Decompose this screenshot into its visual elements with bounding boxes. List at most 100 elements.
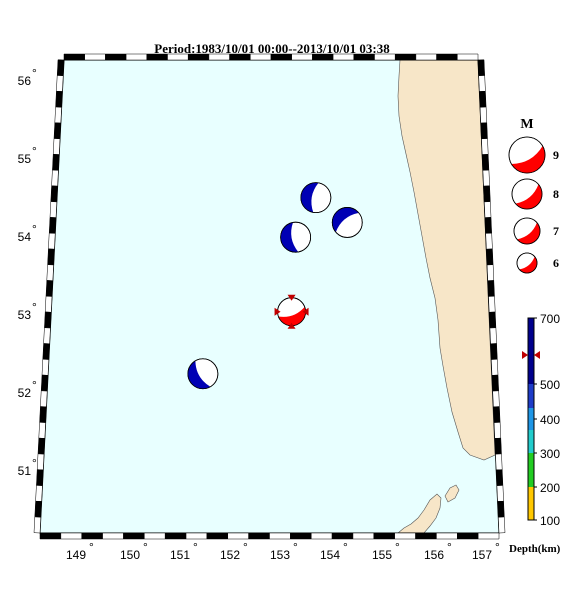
- frame-segment: [52, 154, 60, 171]
- lat-label-54: 54: [18, 230, 32, 244]
- kamchatka-landmass: [397, 59, 496, 461]
- frame-segment: [436, 532, 458, 540]
- frame-segment: [373, 532, 395, 540]
- frame-segment: [39, 532, 62, 540]
- lon-label-149: 149: [66, 548, 86, 562]
- lon-label-151: 151: [170, 548, 190, 562]
- frame-segment: [60, 532, 82, 540]
- frame-segment: [332, 53, 355, 61]
- frame-segment: [185, 532, 208, 540]
- degree-mark: °: [32, 300, 37, 314]
- magnitude-legend-header: M: [520, 117, 533, 132]
- frame-segment: [486, 264, 495, 281]
- frame-segment: [51, 169, 59, 187]
- lat-label-55: 55: [18, 152, 32, 166]
- frame-segment: [208, 53, 230, 61]
- lon-label-152: 152: [220, 548, 240, 562]
- earthquake-events: [187, 182, 363, 390]
- frame-segment: [37, 437, 46, 455]
- frame-segment: [41, 359, 50, 376]
- map-frame-right: [477, 59, 506, 534]
- frame-segment: [495, 453, 503, 471]
- frame-segment: [477, 59, 485, 77]
- lat-label-52: 52: [18, 386, 32, 400]
- frame-segment: [48, 217, 57, 234]
- main-event-beachball: [277, 297, 306, 327]
- frame-segment: [497, 500, 505, 518]
- frame-segment: [491, 359, 499, 376]
- frame-segment: [84, 53, 106, 61]
- frame-segment: [38, 422, 46, 439]
- frame-segment: [482, 169, 490, 187]
- frame-segment: [164, 532, 187, 540]
- colorbar-depth-marker-left: [522, 351, 528, 359]
- colorbar-label-700: 700: [540, 312, 560, 326]
- deep-event-beachball: [331, 207, 363, 238]
- frame-segment: [45, 280, 54, 297]
- frame-segment: [496, 485, 504, 502]
- frame-segment: [144, 532, 166, 540]
- degree-mark: °: [32, 66, 37, 80]
- colorbar-label-200: 200: [540, 481, 560, 495]
- frame-segment: [187, 53, 210, 61]
- lon-label-157: 157: [472, 548, 492, 562]
- frame-segment: [498, 516, 506, 534]
- frame-segment: [40, 374, 49, 392]
- frame-segment: [146, 53, 168, 61]
- lon-label-150: 150: [120, 548, 140, 562]
- frame-segment: [55, 90, 63, 108]
- degree-mark: °: [243, 540, 248, 554]
- latitude-labels: 56 55 54 53 52 51 ° ° ° ° ° °: [18, 66, 37, 478]
- frame-segment: [353, 53, 375, 61]
- frame-segment: [42, 343, 50, 360]
- map-frame-top: [63, 53, 479, 61]
- lat-label-51: 51: [18, 464, 32, 478]
- degree-mark: °: [343, 540, 348, 554]
- frame-segment: [478, 75, 486, 92]
- degree-mark: °: [143, 540, 148, 554]
- degree-mark: °: [447, 540, 452, 554]
- frame-segment: [495, 469, 504, 486]
- frame-segment: [250, 53, 272, 61]
- frame-segment: [269, 532, 291, 540]
- frame-segment: [36, 453, 45, 471]
- frame-segment: [33, 516, 42, 534]
- lon-label-155: 155: [372, 548, 392, 562]
- frame-segment: [56, 75, 64, 92]
- deep-event-beachball: [187, 358, 219, 390]
- frame-segment: [493, 422, 502, 439]
- colorbar-segment-yellow: [528, 487, 534, 520]
- degree-mark: °: [293, 540, 298, 554]
- frame-segment: [457, 532, 479, 540]
- degree-mark: °: [193, 540, 198, 554]
- frame-segment: [394, 53, 417, 61]
- frame-segment: [290, 532, 312, 540]
- frame-segment: [48, 232, 56, 250]
- map-frame-left: [33, 59, 65, 534]
- frame-segment: [479, 91, 487, 108]
- degree-mark: °: [32, 456, 37, 470]
- ocean-area: [40, 60, 499, 533]
- frame-segment: [36, 469, 44, 486]
- longitude-labels: 149 150 151 152 153 154 155 156 157 ° ° …: [66, 540, 500, 562]
- map-title: Period:1983/10/01 00:00--2013/10/01 03:3…: [154, 41, 390, 56]
- frame-segment: [331, 532, 354, 540]
- lon-label-153: 153: [270, 548, 290, 562]
- legend-beachball-7: [513, 217, 541, 245]
- legend-beachball-9: [508, 136, 546, 174]
- colorbar-segment-blue: [528, 384, 534, 408]
- degree-mark: °: [495, 540, 500, 554]
- frame-segment: [484, 201, 492, 218]
- degree-mark: °: [32, 222, 37, 236]
- degree-mark: °: [395, 540, 400, 554]
- frame-segment: [81, 532, 103, 540]
- frame-segment: [480, 122, 488, 140]
- frame-segment: [49, 201, 58, 218]
- colorbar-segment-navy: [528, 318, 534, 384]
- frame-segment: [492, 390, 500, 408]
- frame-segment: [43, 327, 51, 345]
- island-shumshu: [444, 484, 460, 503]
- legend-beachball-8: [511, 178, 543, 210]
- colorbar-label-300: 300: [540, 447, 560, 461]
- frame-segment: [479, 106, 488, 124]
